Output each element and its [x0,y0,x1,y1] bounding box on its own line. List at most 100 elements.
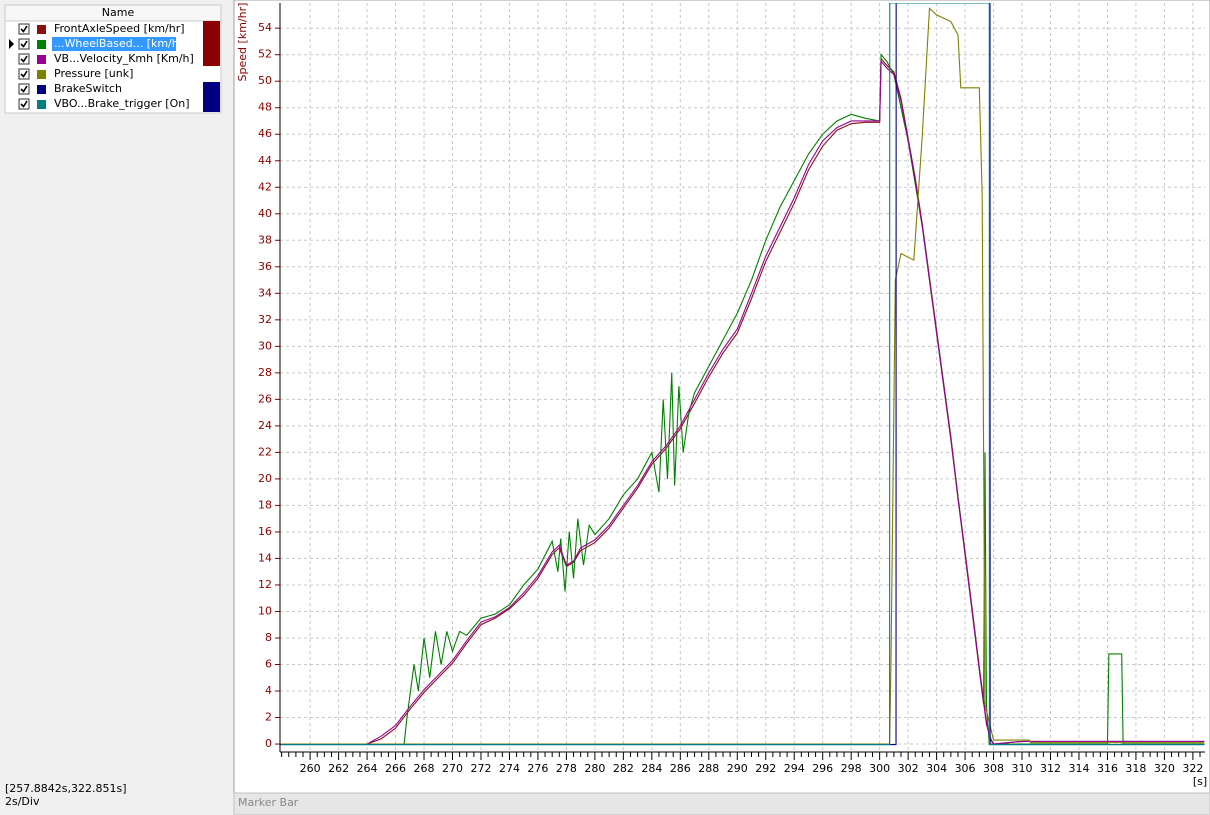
channel-name[interactable]: Pressure [unk] [54,67,133,80]
x-tick-label: 308 [983,762,1004,775]
x-tick-label: 292 [755,762,776,775]
x-tick-label: 290 [727,762,748,775]
y-tick-label: 32 [258,313,272,326]
checkmark [20,85,28,93]
x-tick-label: 318 [1125,762,1146,775]
x-tick-label: 304 [926,762,947,775]
y-tick-label: 40 [258,207,272,220]
x-tick-label: 294 [784,762,805,775]
checkbox[interactable] [18,98,30,110]
y-tick-label: 34 [258,286,272,299]
y-tick-label: 0 [265,737,272,750]
y-tick-label: 52 [258,48,272,61]
checkmark [20,40,28,48]
axis-group-indicator [203,82,220,112]
color-swatch [37,55,46,64]
list-header [4,4,222,22]
channel-name[interactable]: VB...Velocity_Kmh [Km/h] [54,52,194,65]
x-tick-label: 280 [584,762,605,775]
y-tick-label: 18 [258,498,272,511]
checkmark [20,70,28,78]
x-tick-label: 314 [1068,762,1089,775]
x-tick-label: 276 [527,762,548,775]
y-tick-label: 46 [258,127,272,140]
channel-name[interactable]: ...WheelBased... [km/hr] [54,37,188,50]
x-tick-label: 288 [698,762,719,775]
x-tick-label: 270 [442,762,463,775]
row-pointer [9,39,14,49]
header-text: Name [102,6,135,19]
y-tick-label: 44 [258,154,272,167]
x-tick-label: 264 [357,762,378,775]
color-swatch [37,70,46,79]
marker-bar-label: Marker Bar [238,796,299,809]
y-tick-label: 14 [258,551,272,564]
checkmark [20,55,28,63]
checkmark [20,25,28,33]
checkbox[interactable] [18,83,30,95]
y-tick-label: 30 [258,339,272,352]
channel-name[interactable]: VBO...Brake_trigger [On] [54,97,190,110]
y-tick-label: 4 [265,684,272,697]
x-tick-label: 312 [1040,762,1061,775]
y-tick-label: 36 [258,260,272,273]
series-line [280,59,1205,745]
y-tick-label: 38 [258,233,272,246]
y-tick-label: 48 [258,101,272,114]
y-tick-label: 12 [258,578,272,591]
y-tick-label: 2 [265,711,272,724]
y-tick-label: 26 [258,392,272,405]
x-tick-label: 260 [300,762,321,775]
side-panel [0,0,232,815]
axis-group-indicator [203,21,220,66]
chart-panel [233,0,1210,794]
range-status: [257.8842s,322.851s] [5,782,127,795]
color-swatch [37,25,46,34]
x-tick-label: 272 [470,762,491,775]
y-axis-label: Speed [km/hr] [236,3,249,82]
y-tick-label: 20 [258,472,272,485]
x-tick-label: 316 [1097,762,1118,775]
x-tick-label: 310 [1012,762,1033,775]
channel-name[interactable]: FrontAxleSpeed [km/hr] [54,22,185,35]
y-tick-label: 24 [258,419,272,432]
checkmark [20,100,28,108]
checkbox[interactable] [18,53,30,65]
y-tick-label: 16 [258,525,272,538]
x-tick-label: 322 [1182,762,1203,775]
checkbox[interactable] [18,68,30,80]
color-swatch [37,85,46,94]
color-swatch [37,40,46,49]
y-tick-label: 10 [258,604,272,617]
x-tick-label: 302 [898,762,919,775]
x-tick-label: 274 [499,762,520,775]
marker-bar[interactable] [233,792,1210,815]
x-tick-label: 306 [955,762,976,775]
channel-name[interactable]: BrakeSwitch [54,82,122,95]
y-tick-label: 28 [258,366,272,379]
checkbox[interactable] [18,38,30,50]
series-line [280,7,1205,745]
x-tick-label: 278 [556,762,577,775]
x-tick-label: 284 [641,762,662,775]
x-tick-label: 262 [328,762,349,775]
x-tick-label: 286 [670,762,691,775]
scale-status: 2s/Div [5,795,40,808]
color-swatch [37,100,46,109]
checkbox[interactable] [18,23,30,35]
x-tick-label: 282 [613,762,634,775]
x-tick-label: 296 [812,762,833,775]
x-tick-label: 268 [414,762,435,775]
y-tick-label: 50 [258,74,272,87]
x-tick-label: 266 [385,762,406,775]
y-tick-label: 54 [258,21,272,34]
selected-highlight [52,37,176,51]
x-axis-label: [s] [1193,775,1207,788]
y-tick-label: 6 [265,658,272,671]
x-tick-label: 298 [841,762,862,775]
series-line [280,3,1205,746]
x-tick-label: 320 [1154,762,1175,775]
y-tick-label: 42 [258,180,272,193]
